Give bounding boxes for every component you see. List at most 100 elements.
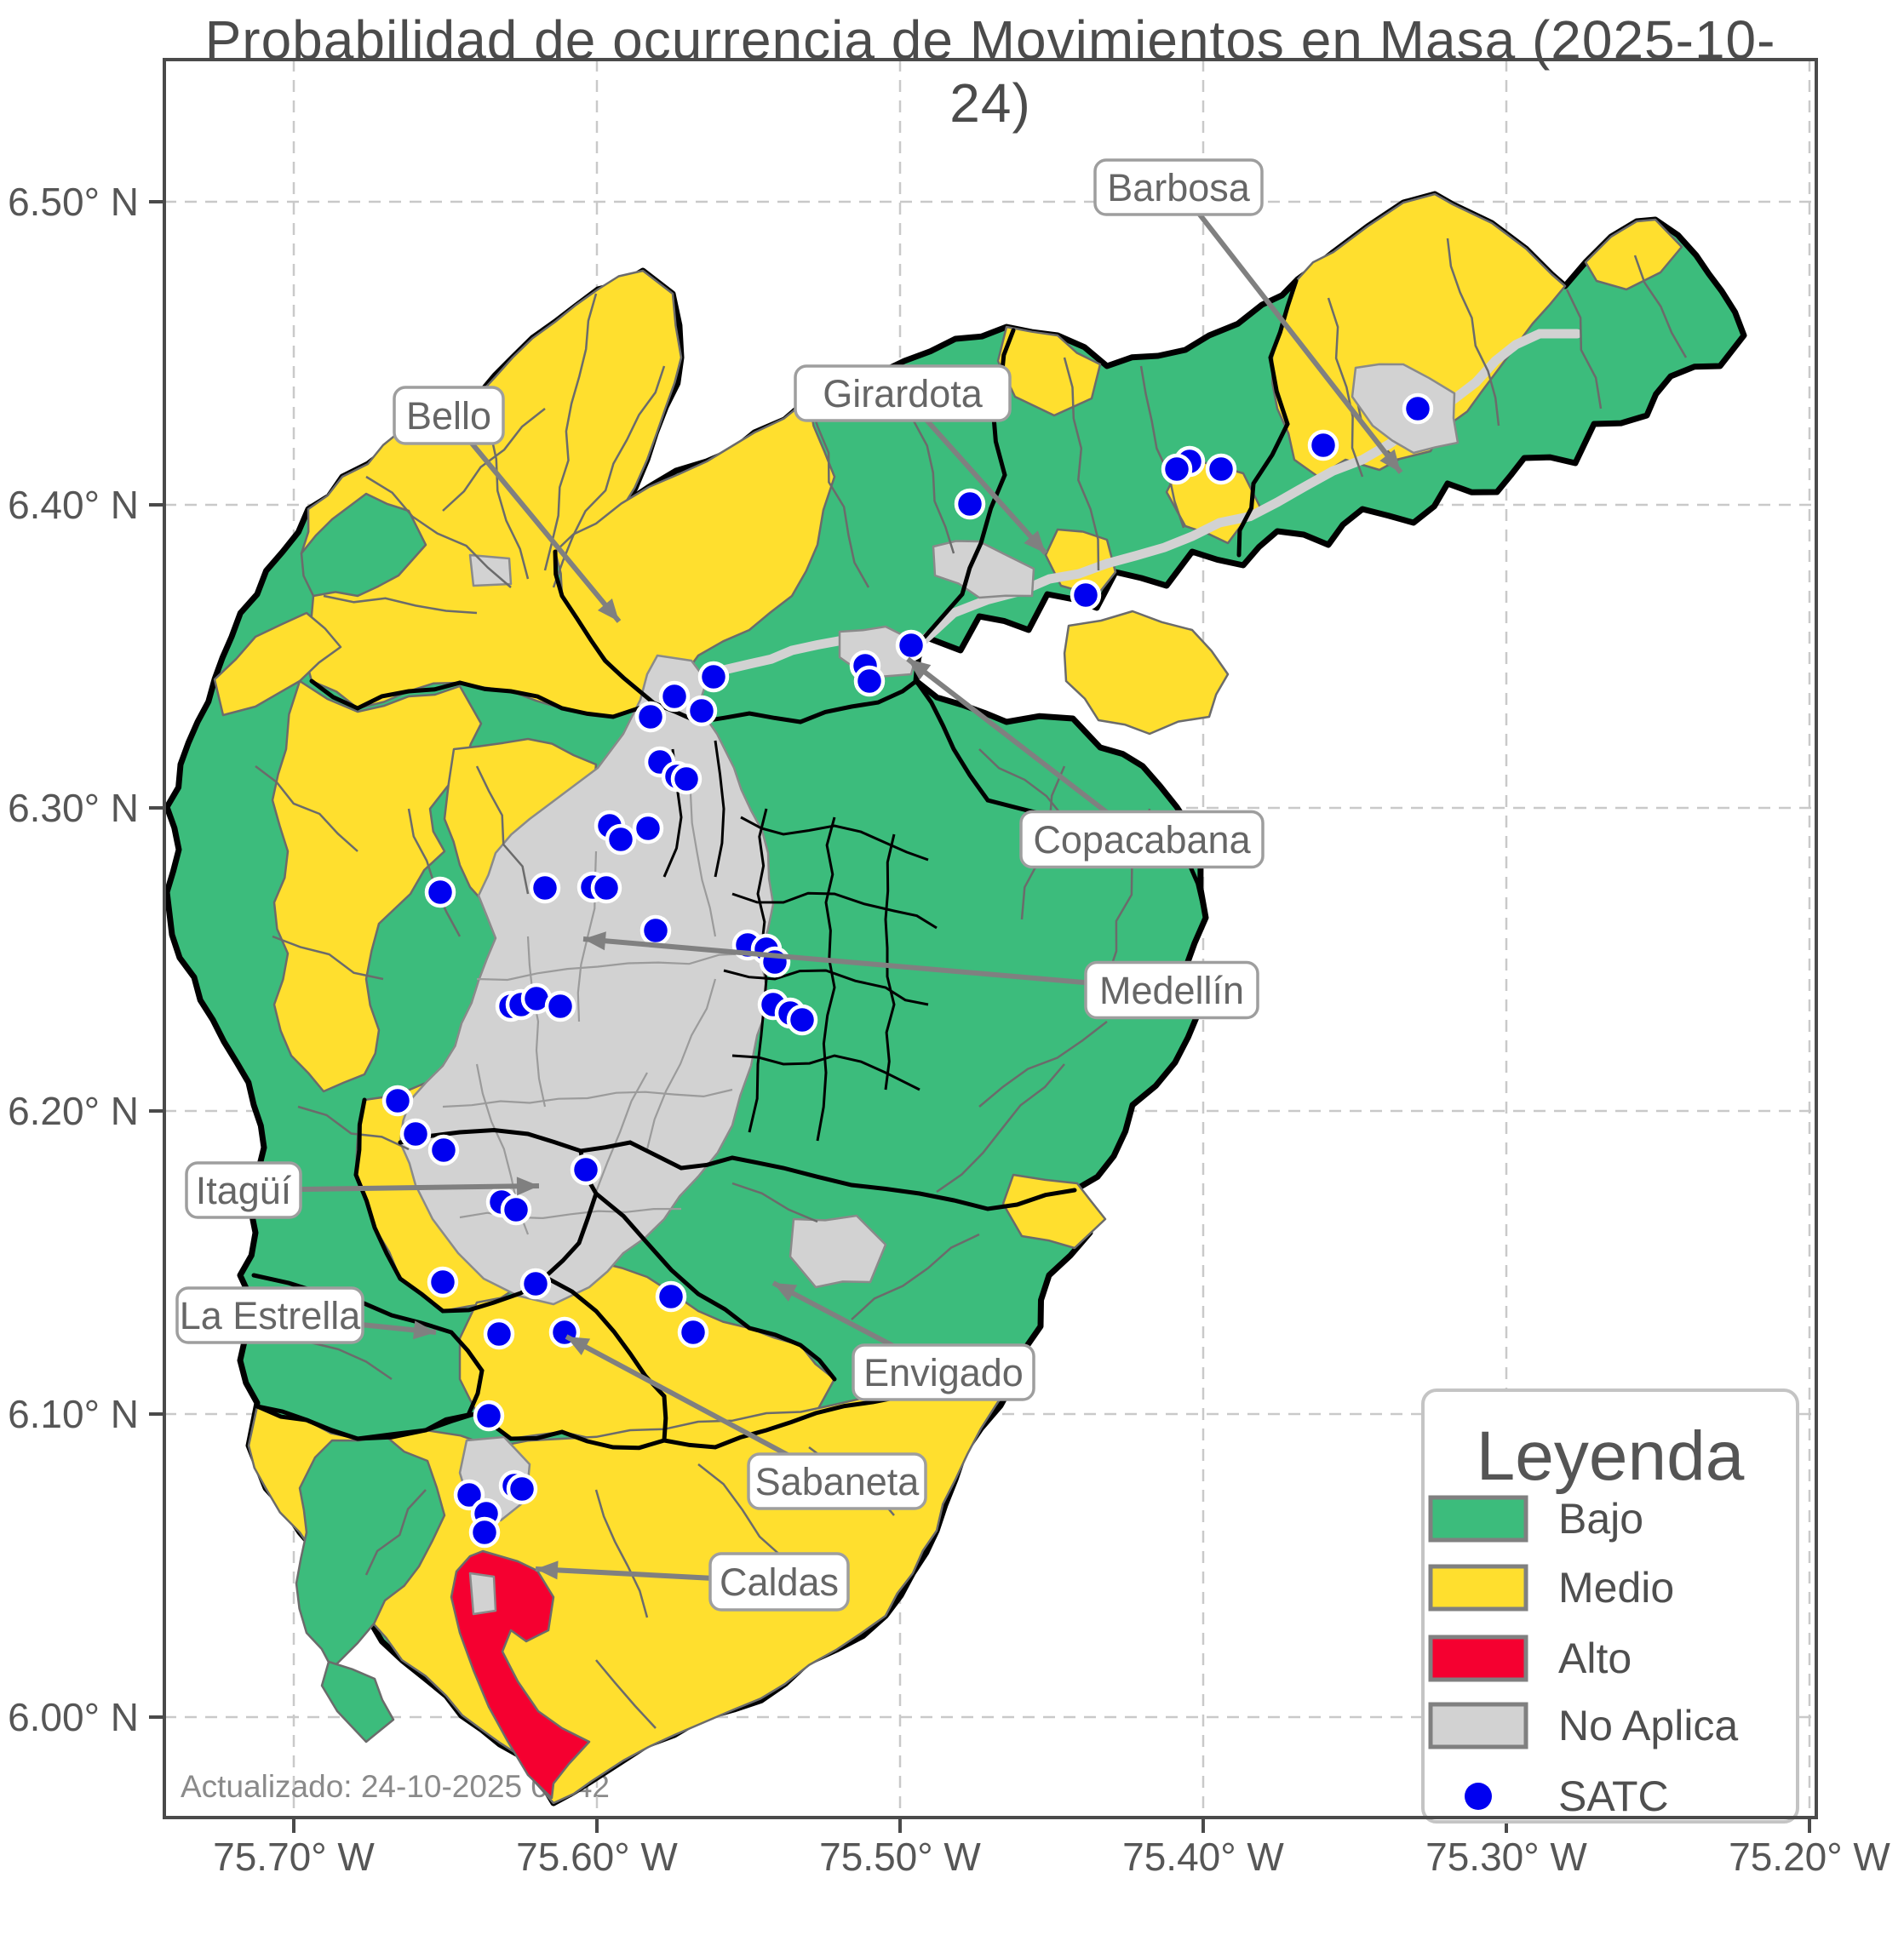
legend-dot-icon — [1465, 1783, 1492, 1810]
vereda-border — [407, 808, 462, 937]
callout-box — [708, 1552, 850, 1612]
municipality-border — [553, 549, 657, 706]
municipality-border — [398, 1127, 1077, 1211]
satc-dot — [605, 823, 637, 856]
risk-zone — [300, 492, 427, 598]
vereda-border — [297, 1105, 410, 1151]
callout-label: Caldas — [720, 1560, 839, 1604]
comuna-border — [714, 740, 725, 878]
y-axis-tick-label: 6.30° N — [8, 786, 139, 830]
satc-dot — [1161, 453, 1193, 485]
callout-label: Itagüí — [196, 1169, 292, 1212]
callout-label: Sabaneta — [755, 1460, 920, 1503]
callout-arrowhead-icon — [566, 1337, 591, 1355]
municipality-border — [594, 1191, 837, 1382]
risk-zone — [213, 611, 342, 717]
legend-label: Medio — [1558, 1564, 1674, 1612]
y-axis-tick-label: 6.10° N — [8, 1392, 139, 1436]
vereda-border — [543, 293, 598, 571]
x-axis-tick-label: 75.40° W — [1122, 1835, 1284, 1879]
vereda-border — [1139, 365, 1185, 529]
satc-dot — [634, 701, 667, 733]
y-axis-tick-label: 6.50° N — [8, 180, 139, 224]
plot-frame — [163, 58, 1818, 1819]
callout-box — [852, 1343, 1035, 1401]
legend-label: Alto — [1558, 1635, 1632, 1682]
municipality-border — [353, 1097, 599, 1314]
callout-label: Bello — [406, 394, 491, 438]
vereda-border — [1565, 289, 1603, 409]
satc-dot — [399, 1118, 432, 1150]
vereda-border — [323, 594, 478, 615]
callout-box — [1019, 810, 1265, 869]
map-label-envigado: Envigado — [771, 1280, 1035, 1401]
legend-item-bajo: Bajo — [1428, 1495, 1643, 1543]
vereda-border — [731, 1182, 818, 1223]
municipality-border — [542, 1274, 668, 1443]
comuna-border — [816, 816, 836, 1142]
vereda-border — [807, 399, 870, 588]
satc-dot — [697, 661, 730, 693]
vereda-border — [364, 1489, 427, 1576]
satc-dot — [954, 488, 986, 520]
vereda-border — [255, 765, 358, 852]
callout-box — [1093, 158, 1264, 216]
callout-arrowhead-icon — [597, 598, 619, 621]
callout-label: Medellín — [1099, 969, 1244, 1012]
callout-label: Barbosa — [1107, 166, 1251, 209]
vereda-border — [936, 1063, 1065, 1194]
municipality-labels: Barbosa Girardota Bello Copacabana Medellín I… — [175, 158, 1403, 1612]
comuna-border — [731, 1054, 920, 1091]
legend-label: Bajo — [1558, 1495, 1643, 1543]
vereda-border — [978, 1021, 1108, 1108]
x-axis-tick-label: 75.70° W — [213, 1835, 375, 1879]
callout-arrow-line — [446, 414, 622, 623]
satc-dot — [1205, 453, 1237, 485]
comuna-border — [740, 816, 929, 862]
x-axis-tick-label: 75.30° W — [1425, 1835, 1587, 1879]
legend-swatch — [1428, 1702, 1528, 1749]
vereda-border — [697, 1463, 784, 1559]
callout-box — [794, 364, 1012, 422]
satc-dot — [570, 1154, 602, 1186]
urban-block-border — [645, 978, 717, 1150]
callout-arrowhead-icon — [1379, 449, 1401, 472]
satc-dot — [1402, 392, 1434, 425]
vereda-border — [442, 408, 546, 512]
vereda-border — [475, 765, 530, 895]
satc-dot — [639, 914, 672, 947]
satc-dot — [453, 1479, 485, 1511]
vereda-border — [595, 1659, 657, 1729]
no-aplica-zone — [932, 540, 1035, 599]
y-axis-tick-label: 6.20° N — [8, 1089, 139, 1133]
vereda-border — [272, 935, 384, 981]
legend-item-satc: SATC — [1465, 1772, 1669, 1820]
satc-dot — [427, 1134, 460, 1166]
risk-zone — [320, 1660, 395, 1743]
map-label-itagui: Itagüí — [185, 1161, 540, 1219]
callout-arrowhead-icon — [536, 1560, 559, 1580]
satc-dot — [506, 1473, 538, 1505]
satc-dot — [424, 876, 456, 908]
callout-box — [1084, 960, 1259, 1020]
satc-dot — [381, 1085, 414, 1117]
no-aplica-zone — [789, 1214, 887, 1289]
satc-dot — [473, 1400, 505, 1432]
callout-arrowhead-icon — [583, 931, 606, 951]
vereda-border — [365, 475, 512, 588]
vereda-border — [552, 365, 666, 588]
comuna-border — [884, 833, 896, 1091]
satc-dot — [529, 872, 561, 904]
no-aplica-zone — [468, 1572, 497, 1616]
satc-dot — [895, 629, 927, 661]
map-label-sabaneta: Sabaneta — [565, 1334, 927, 1510]
x-axis-tick-label: 75.20° W — [1729, 1835, 1890, 1879]
map-label-medellin: Medellín — [582, 931, 1259, 1020]
callout-box — [185, 1161, 302, 1219]
callout-box — [747, 1452, 927, 1510]
callout-arrow-line — [582, 936, 1173, 993]
satc-dot — [677, 1316, 709, 1348]
risk-zone — [1270, 192, 1567, 478]
